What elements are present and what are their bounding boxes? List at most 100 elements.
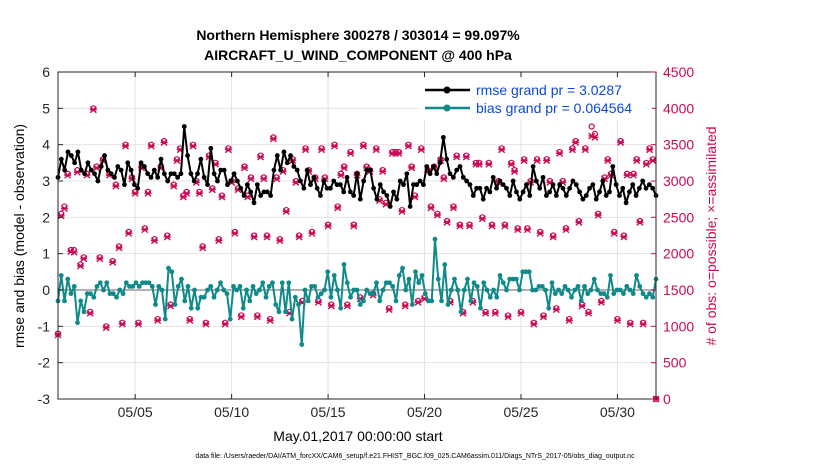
rmse-point [537, 185, 543, 191]
obs-assimilated-marker [199, 244, 207, 252]
obs-assimilated-marker [556, 149, 564, 157]
obs-possible-marker [263, 232, 271, 239]
obs-possible-marker [283, 206, 290, 214]
bias-point [123, 280, 129, 286]
rmse-point [590, 182, 596, 188]
obs-possible-marker [379, 167, 386, 174]
obs-assimilated-marker [466, 222, 474, 230]
bias-point [305, 298, 311, 304]
obs-assimilated-marker [208, 186, 216, 194]
obs-assimilated-marker [536, 229, 544, 237]
obs-assimilated-marker [578, 302, 586, 310]
obs-assimilated-marker [327, 302, 335, 310]
obs-possible-marker [64, 170, 71, 177]
obs-possible-marker [87, 308, 94, 315]
obs-assimilated-marker [629, 171, 637, 179]
bias-point [445, 302, 451, 307]
rmse-point [434, 171, 440, 177]
rmse-point [195, 171, 200, 177]
obs-possible-marker [617, 137, 624, 145]
bias-point [68, 291, 74, 297]
obs-assimilated-marker [295, 233, 303, 241]
rmse-point [128, 167, 134, 173]
obs-assimilated-marker [530, 320, 538, 328]
obs-assimilated-marker [173, 157, 181, 165]
bias-point [562, 283, 568, 289]
obs-possible-marker [135, 319, 142, 326]
bias-point [286, 280, 292, 286]
obs-assimilated-marker [478, 215, 486, 223]
bias-point [416, 280, 422, 286]
bias-point [400, 265, 405, 271]
obs-assimilated-marker [533, 157, 541, 165]
obs-possible-marker [414, 297, 422, 304]
bias-point [572, 287, 578, 293]
bias-point [422, 291, 428, 297]
rmse-point [557, 182, 563, 188]
rmse-point [118, 167, 124, 173]
rmse-point [72, 160, 78, 166]
rmse-point [563, 193, 569, 198]
obs-assimilated-marker [485, 160, 493, 168]
obs-assimilated-marker [379, 168, 387, 176]
obs-possible-marker [170, 181, 177, 188]
bias-point [624, 283, 630, 289]
rmse-point [607, 189, 612, 195]
rmse-point [185, 153, 190, 158]
y-tick-label-left: 3 [42, 173, 50, 189]
bias-point [640, 291, 646, 297]
bias-point [465, 276, 470, 282]
rmse-point [75, 149, 81, 155]
bias-point [81, 309, 87, 315]
obs-assimilated-marker [80, 255, 88, 263]
obs-possible-marker [344, 301, 351, 308]
y-tick-label-right: 3000 [663, 173, 694, 189]
bias-point [461, 287, 467, 293]
obs-assimilated-marker [552, 306, 560, 314]
obs-possible-marker [247, 174, 255, 181]
rmse-point [381, 189, 386, 195]
rmse-point [284, 160, 290, 166]
obs-assimilated-marker [141, 226, 149, 234]
obs-assimilated-marker [427, 204, 435, 212]
rmse-point [281, 149, 287, 155]
rmse-point [208, 145, 214, 151]
obs-assimilated-marker [64, 171, 72, 179]
obs-assimilated-marker [70, 248, 78, 256]
y-tick-label-left: 5 [42, 100, 50, 116]
bias-point [250, 283, 256, 289]
bias-point [387, 280, 392, 286]
obs-assimilated-marker [440, 175, 448, 183]
y-tick-label-left: 4 [42, 137, 50, 153]
rmse-point [431, 164, 436, 169]
rmse-point [88, 167, 94, 173]
obs-assimilated-marker [167, 302, 175, 310]
rmse-point [108, 171, 114, 177]
obs-possible-marker [456, 221, 463, 228]
obs-possible-marker [585, 308, 592, 315]
data-file-footnote: data file: /Users/raeder/DAI/ATM_forcXX/… [195, 453, 635, 460]
obs-possible-marker [164, 232, 171, 239]
rmse-point [334, 182, 340, 188]
bias-point [253, 291, 259, 297]
rmse-point [357, 196, 363, 202]
rmse-point [374, 196, 380, 202]
rmse-point [391, 189, 396, 195]
rmse-point [510, 178, 516, 184]
obs-possible-marker [302, 145, 309, 152]
rmse-point [636, 185, 642, 191]
bias-point [582, 283, 587, 289]
bias-point [458, 309, 464, 315]
obs-assimilated-marker [269, 135, 277, 143]
obs-assimilated-marker [482, 309, 490, 317]
rmse-point [437, 160, 443, 166]
bias-point [374, 280, 379, 286]
rmse-point [467, 182, 473, 188]
rmse-point [517, 196, 523, 202]
rmse-point [161, 171, 167, 177]
obs-possible-marker [337, 170, 345, 177]
obs-possible-marker [463, 152, 470, 159]
obs-possible-marker [427, 203, 435, 210]
obs-assimilated-marker [318, 146, 326, 154]
